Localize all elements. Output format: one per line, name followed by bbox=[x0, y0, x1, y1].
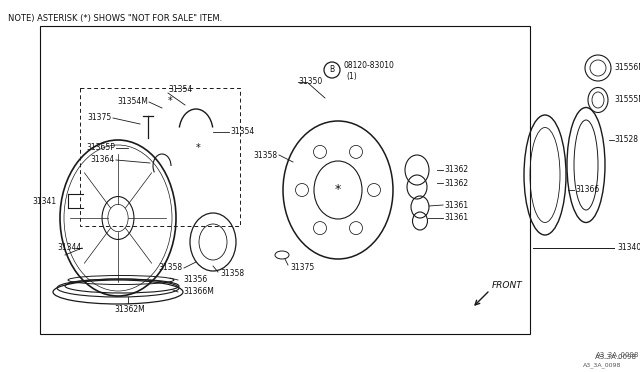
Text: NOTE) ASTERISK (*) SHOWS "NOT FOR SALE" ITEM.: NOTE) ASTERISK (*) SHOWS "NOT FOR SALE" … bbox=[8, 14, 222, 23]
Text: 31361: 31361 bbox=[444, 201, 468, 209]
Text: 31354M: 31354M bbox=[117, 97, 148, 106]
Text: 31358: 31358 bbox=[220, 269, 244, 279]
Text: 31356: 31356 bbox=[183, 276, 207, 285]
Text: 31366: 31366 bbox=[575, 186, 599, 195]
Text: 08120-83010: 08120-83010 bbox=[344, 61, 395, 71]
Text: 31555N: 31555N bbox=[614, 96, 640, 105]
Text: *: * bbox=[196, 143, 200, 153]
Text: 31375: 31375 bbox=[88, 113, 112, 122]
Text: 31358: 31358 bbox=[159, 263, 183, 273]
Bar bbox=[40, 26, 530, 334]
Text: A3 3A 0098: A3 3A 0098 bbox=[595, 354, 636, 360]
Text: 31344: 31344 bbox=[57, 244, 81, 253]
Text: (1): (1) bbox=[346, 71, 356, 80]
Text: B: B bbox=[330, 65, 335, 74]
Text: 31365P: 31365P bbox=[86, 144, 115, 153]
Text: 31556N: 31556N bbox=[614, 64, 640, 73]
Text: *: * bbox=[335, 183, 341, 196]
Text: 31528: 31528 bbox=[614, 135, 638, 144]
Text: 31362: 31362 bbox=[444, 179, 468, 187]
Text: *: * bbox=[168, 96, 173, 106]
Text: 31375: 31375 bbox=[290, 263, 314, 272]
Text: 31366M: 31366M bbox=[183, 288, 214, 296]
Text: 31354: 31354 bbox=[168, 86, 192, 94]
Text: A3_3A_0098: A3_3A_0098 bbox=[596, 351, 639, 358]
Text: FRONT: FRONT bbox=[492, 280, 523, 289]
Text: 31358: 31358 bbox=[254, 151, 278, 160]
Text: 31354: 31354 bbox=[230, 128, 254, 137]
Text: 31350: 31350 bbox=[298, 77, 323, 87]
Text: 31362M: 31362M bbox=[115, 305, 145, 314]
Text: 31341: 31341 bbox=[33, 196, 57, 205]
Bar bbox=[80, 88, 240, 226]
Text: 31361: 31361 bbox=[444, 214, 468, 222]
Text: 31340: 31340 bbox=[617, 244, 640, 253]
Text: A3_3A_0098: A3_3A_0098 bbox=[583, 362, 621, 368]
Text: 31364: 31364 bbox=[91, 155, 115, 164]
Text: 31362: 31362 bbox=[444, 166, 468, 174]
